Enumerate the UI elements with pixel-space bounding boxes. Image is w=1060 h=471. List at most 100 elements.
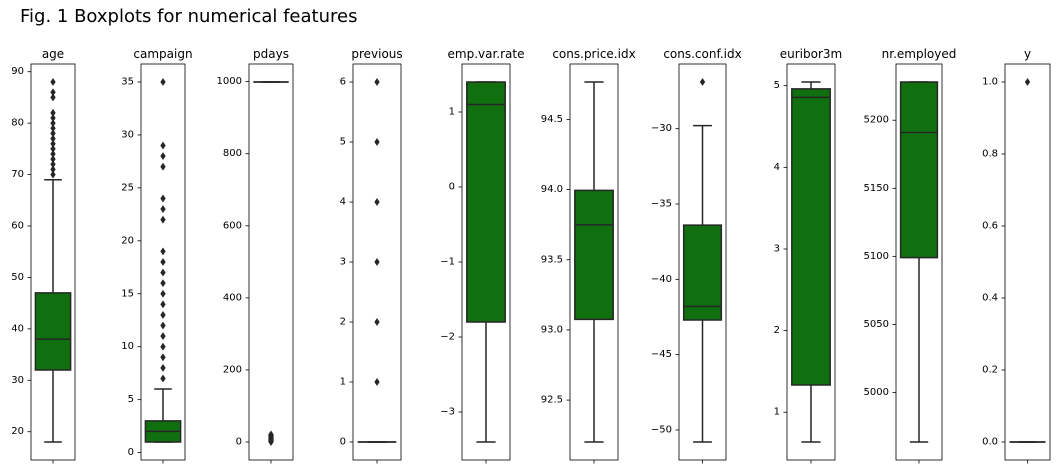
ytick-label: 15 [121,288,134,299]
ytick-label: 0 [128,447,134,458]
axes-frame [461,63,511,461]
outlier-marker [50,88,56,97]
ytick-label: 92.5 [541,395,563,406]
ytick-label: 35 [121,77,134,88]
outlier-marker [374,378,380,386]
ytick-label: 50 [11,272,24,283]
outlier-marker [50,139,56,148]
outlier-marker [160,289,166,298]
ytick-label: 40 [11,323,24,334]
axes-frame [30,63,76,461]
ytick-label: −45 [651,349,672,360]
subplot-campaign: campaign 0 5 10 15 20 25 30 35 [121,47,193,464]
outlier-marker [50,119,56,128]
subplot-title: cons.conf.idx [663,47,741,61]
outlier-marker [160,247,166,256]
subplots: age2030405060708090campaign0510152025303… [11,47,1051,464]
ytick-label: −35 [651,199,672,210]
ytick-label: 70 [11,169,24,180]
outlier-marker [160,194,166,203]
ytick-label: 1000 [217,76,242,87]
outlier-marker [160,205,166,213]
subplot-title: y [1024,47,1031,61]
ytick-label: 93.0 [541,324,563,335]
ytick-label: 5050 [864,319,889,330]
outlier-marker [50,93,56,102]
subplot-title: nr.employed [882,47,957,61]
subplot-title: emp.var.rate [448,47,525,61]
subplot-title: cons.price.idx [552,47,635,61]
subplot-emp-var-rate: emp.var.rate −3 −2 −1 0 1 [440,47,524,464]
ytick-label: 1 [449,107,455,118]
outlier-marker [50,108,56,117]
outlier-marker [374,138,380,146]
outlier-marker [50,129,56,138]
ytick-label: 5 [774,80,780,91]
ytick-label: 2 [774,325,780,336]
figure-title: Fig. 1 Boxplots for numerical features [20,6,357,27]
ytick-label: 5 [128,394,134,405]
axes-frame [569,63,619,461]
subplot-title: pdays [253,47,289,61]
outlier-marker [160,279,166,288]
iqr-box [791,88,831,386]
ytick-label: 800 [223,148,242,159]
ytick-label: 30 [121,129,134,140]
outlier-marker [1024,78,1031,86]
outlier-marker [374,78,380,86]
ytick-label: 0 [236,437,242,448]
outlier-marker [50,124,56,133]
outlier-marker [160,342,166,351]
subplot-cons-conf-idx: cons.conf.idx −50 −45 −40 −35 −30 [651,47,742,464]
ytick-label: 6 [340,77,346,88]
iqr-box [899,81,939,259]
outlier-marker [50,150,56,158]
ytick-label: 0.8 [982,149,998,160]
axes-frame [786,63,836,461]
outlier-marker [50,144,56,153]
outlier-marker [160,321,166,330]
ytick-label: −30 [651,123,672,134]
ytick-label: 30 [11,375,24,386]
ytick-label: 20 [121,235,134,246]
ytick-label: 5 [340,137,346,148]
ytick-label: −50 [651,424,672,435]
ytick-label: 5000 [864,387,889,398]
ytick-label: 400 [223,292,242,303]
ytick-label: 93.5 [541,254,563,265]
ytick-label: 5150 [864,183,889,194]
outlier-marker [160,332,166,341]
outlier-marker [160,152,166,161]
ytick-label: 0.6 [982,221,998,232]
subplot-euribor3m: euribor3m 1 2 3 4 5 [774,47,842,464]
axes-frame [140,63,186,461]
ytick-label: 20 [11,426,24,437]
axes-frame [678,63,727,461]
outlier-marker [160,311,166,319]
subplot-pdays: pdays 0 200 400 600 800 1000 [217,47,294,464]
outlier-marker [50,134,56,143]
subplot-y: y 0.0 0.2 0.4 0.6 0.8 1.0 [982,47,1051,464]
axes-frame [1004,63,1051,461]
ytick-label: 1 [340,377,346,388]
subplot-cons-price-idx: cons.price.idx 92.5 93.0 93.5 94.0 94.5 [541,47,636,464]
ytick-label: 200 [223,364,242,375]
ytick-label: −3 [440,407,455,418]
axes-frame [248,63,294,461]
outlier-marker [50,114,56,122]
outlier-marker [160,162,166,171]
outlier-marker [160,268,166,277]
iqr-box [34,292,72,371]
subplot-title: campaign [133,47,192,61]
ytick-label: 10 [121,341,134,352]
outlier-marker [50,165,56,174]
outlier-marker [374,258,380,266]
ytick-label: 3 [340,257,346,268]
iqr-box [682,224,723,321]
outlier-marker [699,78,706,86]
outlier-marker [50,78,56,86]
ytick-label: 94.5 [541,114,563,125]
outlier-marker [50,160,56,169]
subplot-title: previous [351,47,402,61]
